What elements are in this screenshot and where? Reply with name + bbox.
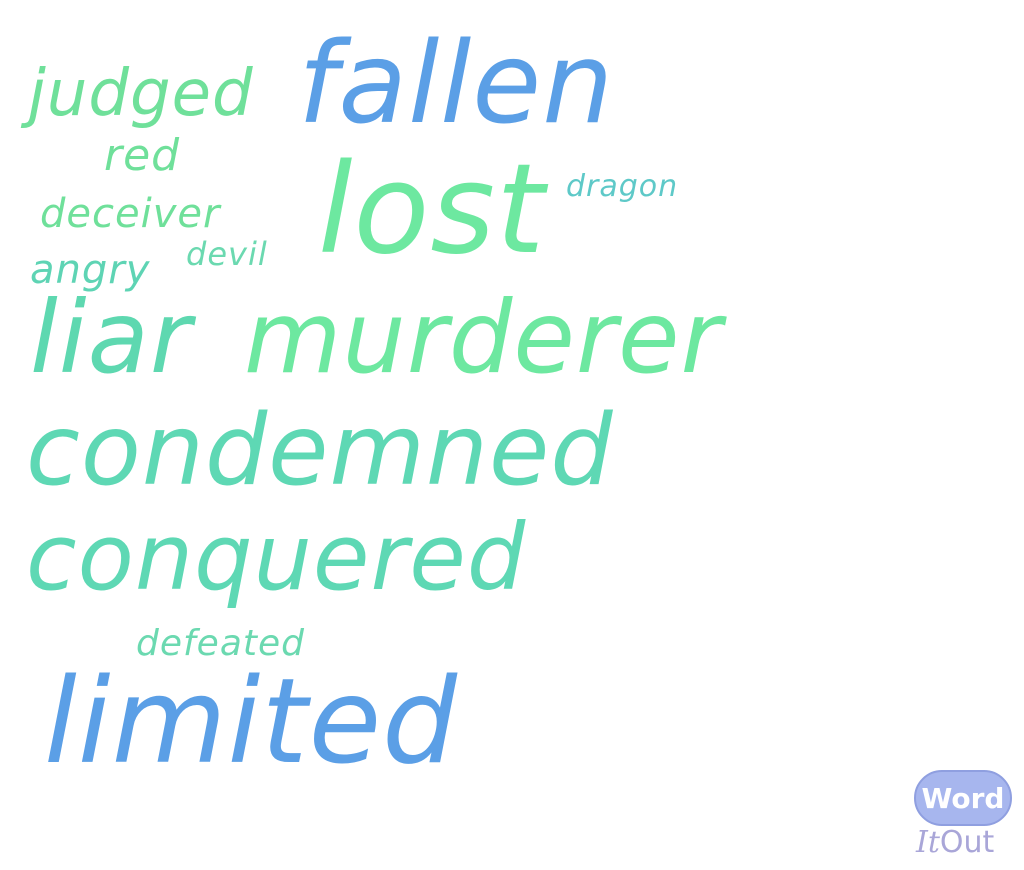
logo-it-text: It: [916, 825, 940, 860]
word-defeated: defeated: [136, 623, 305, 664]
word-fallen: fallen: [298, 19, 615, 149]
wordle-logo[interactable]: Word ItOut: [912, 768, 1016, 864]
word-limited: limited: [44, 652, 459, 790]
word-devil: devil: [186, 235, 268, 273]
word-angry: angry: [30, 247, 151, 293]
word-dragon: dragon: [566, 169, 679, 204]
word-red: red: [104, 130, 181, 181]
word-deceiver: deceiver: [40, 191, 221, 237]
word-conquered: conquered: [26, 504, 527, 611]
logo-word-text: Word: [921, 781, 1005, 815]
word-condemned: condemned: [26, 394, 614, 508]
word-lost: lost: [318, 138, 546, 282]
word-liar: liar: [30, 279, 192, 396]
word-murderer: murderer: [244, 279, 723, 396]
logo-subtitle: ItOut: [916, 828, 1016, 858]
logo-badge: Word: [914, 770, 1012, 826]
word-judged: judged: [28, 57, 254, 131]
logo-out-text: Out: [939, 825, 995, 860]
